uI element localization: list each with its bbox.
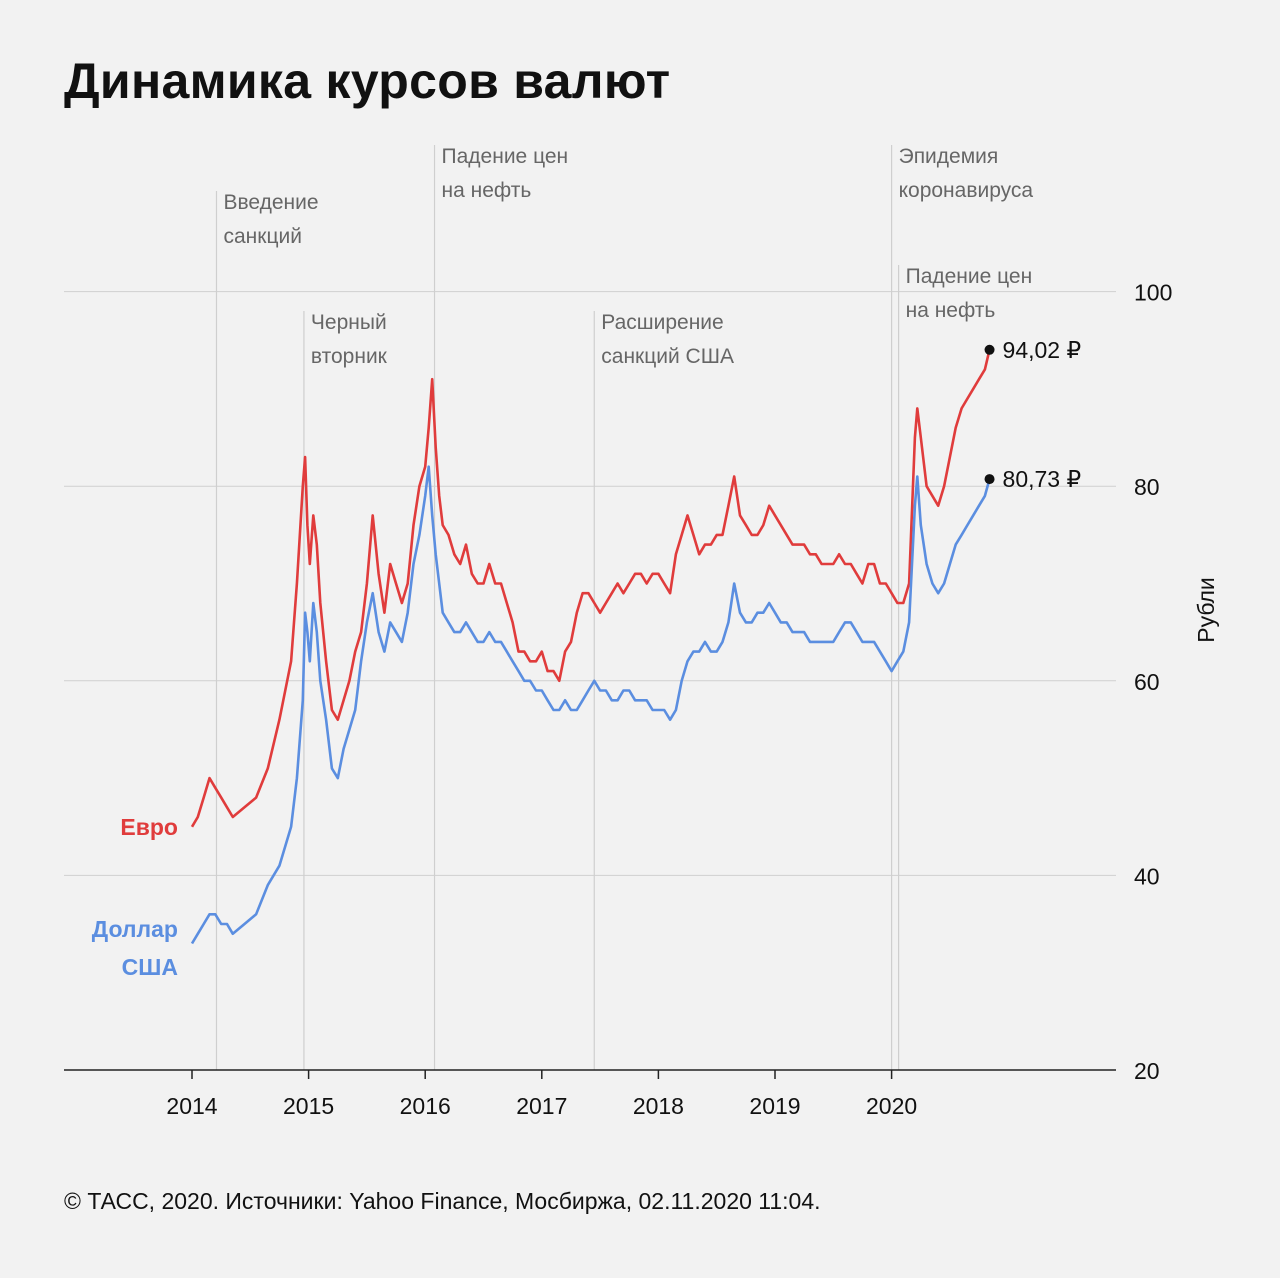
x-tick-label: 2020 <box>866 1093 917 1119</box>
series-line-euro <box>190 349 991 828</box>
annotation-label: Введение <box>223 191 318 214</box>
annotation-label: Падение цен <box>442 145 569 168</box>
legend-label-usd-line2: США <box>122 954 178 980</box>
annotation-label: Эпидемия <box>899 145 999 168</box>
annotation-label: коронавируса <box>899 179 1034 202</box>
y-tick-label: 60 <box>1134 669 1160 695</box>
series-line-usd <box>190 465 991 945</box>
annotations: Введение санкций Черный вторник Падение цен н… <box>215 145 1034 1070</box>
annotation-label: на нефть <box>906 299 996 322</box>
y-tick-label: 40 <box>1134 863 1160 889</box>
axes: 20 40 60 80 100 2014 2015 2016 2017 2018 2019 2020 Р… <box>64 280 1219 1119</box>
series-lines: 94,02 ₽ 80,73 ₽ <box>190 337 1082 945</box>
x-tick-label: 2018 <box>633 1093 684 1119</box>
x-tick-label: 2014 <box>166 1093 217 1119</box>
annotation-label: на нефть <box>442 179 532 202</box>
y-tick-label: 100 <box>1134 280 1172 306</box>
legend-label-usd-line1: Доллар <box>92 916 178 942</box>
annotation-label: Падение цен <box>906 265 1033 288</box>
end-point-marker <box>984 344 995 355</box>
x-tick-label: 2017 <box>516 1093 567 1119</box>
annotation-label: Расширение <box>601 311 723 334</box>
y-axis-label: Рубли <box>1193 577 1219 643</box>
legend-labels: Евро Доллар США <box>92 814 178 980</box>
end-value-label: 80,73 ₽ <box>1003 466 1082 492</box>
page-title: Динамика курсов валют <box>64 53 671 109</box>
annotation-label: санкций <box>223 225 301 248</box>
y-tick-label: 80 <box>1134 474 1160 500</box>
end-point-marker <box>984 474 995 485</box>
x-tick-label: 2019 <box>749 1093 800 1119</box>
y-tick-label: 20 <box>1134 1058 1160 1084</box>
x-tick-label: 2016 <box>400 1093 451 1119</box>
source-footer: © ТАСС, 2020. Источники: Yahoo Finance, … <box>64 1188 821 1214</box>
x-tick-label: 2015 <box>283 1093 334 1119</box>
annotation-label: вторник <box>311 345 388 368</box>
annotation-label: Черный <box>311 311 387 334</box>
legend-label-euro: Евро <box>120 814 178 840</box>
end-value-label: 94,02 ₽ <box>1003 337 1082 363</box>
grid-lines <box>64 291 1116 876</box>
annotation-label: санкций США <box>601 345 734 368</box>
